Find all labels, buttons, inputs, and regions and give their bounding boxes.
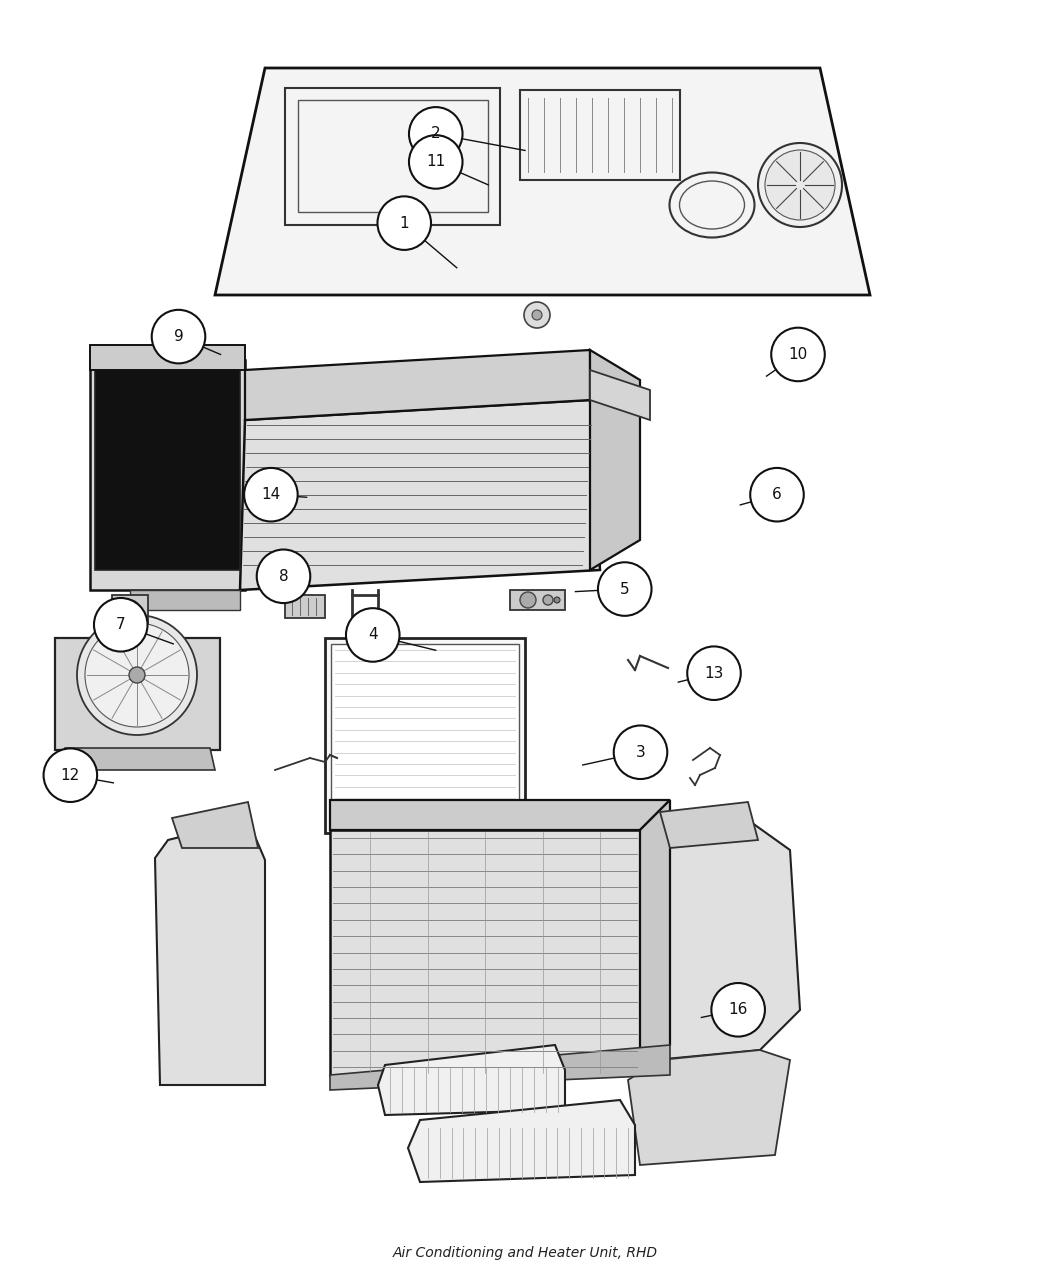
Text: 3: 3	[635, 745, 646, 760]
Text: 14: 14	[261, 487, 280, 502]
Circle shape	[85, 623, 189, 727]
Circle shape	[765, 150, 835, 221]
Polygon shape	[112, 595, 148, 625]
Polygon shape	[640, 799, 670, 1075]
Text: 4: 4	[368, 627, 378, 643]
Circle shape	[378, 196, 432, 250]
Polygon shape	[510, 590, 565, 609]
Circle shape	[520, 592, 536, 608]
Polygon shape	[94, 370, 240, 570]
Polygon shape	[590, 351, 640, 570]
Text: 13: 13	[705, 666, 723, 681]
Polygon shape	[330, 830, 640, 1075]
Polygon shape	[660, 802, 758, 848]
Circle shape	[245, 468, 298, 521]
Circle shape	[410, 135, 463, 189]
Polygon shape	[628, 1051, 790, 1165]
Circle shape	[750, 468, 804, 521]
Text: 8: 8	[278, 569, 289, 584]
Circle shape	[613, 725, 668, 779]
Circle shape	[598, 562, 651, 616]
Circle shape	[151, 310, 206, 363]
Text: Air Conditioning and Heater Unit, RHD: Air Conditioning and Heater Unit, RHD	[393, 1246, 657, 1260]
Polygon shape	[172, 802, 258, 848]
Polygon shape	[155, 820, 265, 1085]
Circle shape	[554, 597, 560, 603]
Text: 5: 5	[620, 581, 630, 597]
Circle shape	[410, 107, 463, 161]
Polygon shape	[55, 638, 220, 750]
Circle shape	[129, 667, 145, 683]
Polygon shape	[60, 748, 215, 770]
Circle shape	[257, 550, 311, 603]
Circle shape	[77, 615, 197, 734]
Polygon shape	[330, 1046, 670, 1090]
Circle shape	[94, 598, 147, 652]
Polygon shape	[245, 351, 590, 419]
Polygon shape	[285, 595, 326, 618]
Polygon shape	[215, 68, 870, 295]
Circle shape	[120, 601, 140, 620]
Text: 9: 9	[173, 329, 184, 344]
Circle shape	[712, 983, 764, 1037]
Circle shape	[125, 606, 135, 615]
Polygon shape	[90, 360, 245, 590]
Circle shape	[524, 302, 550, 328]
FancyBboxPatch shape	[331, 644, 519, 827]
Circle shape	[43, 748, 98, 802]
Circle shape	[346, 608, 400, 662]
Circle shape	[771, 328, 825, 381]
Polygon shape	[130, 590, 240, 609]
Circle shape	[758, 143, 842, 227]
Text: 16: 16	[729, 1002, 748, 1017]
Text: 10: 10	[789, 347, 807, 362]
Polygon shape	[240, 400, 600, 590]
Polygon shape	[645, 820, 800, 1060]
Polygon shape	[408, 1100, 635, 1182]
Text: 1: 1	[399, 215, 410, 231]
FancyBboxPatch shape	[326, 638, 525, 833]
Text: 12: 12	[61, 768, 80, 783]
Polygon shape	[590, 370, 650, 419]
Text: 6: 6	[772, 487, 782, 502]
Text: 2: 2	[430, 126, 441, 142]
Text: 11: 11	[426, 154, 445, 170]
Circle shape	[543, 595, 553, 606]
Polygon shape	[378, 1046, 565, 1116]
Circle shape	[687, 646, 741, 700]
Circle shape	[532, 310, 542, 320]
Polygon shape	[90, 346, 245, 370]
Polygon shape	[330, 799, 670, 830]
Text: 7: 7	[116, 617, 126, 632]
